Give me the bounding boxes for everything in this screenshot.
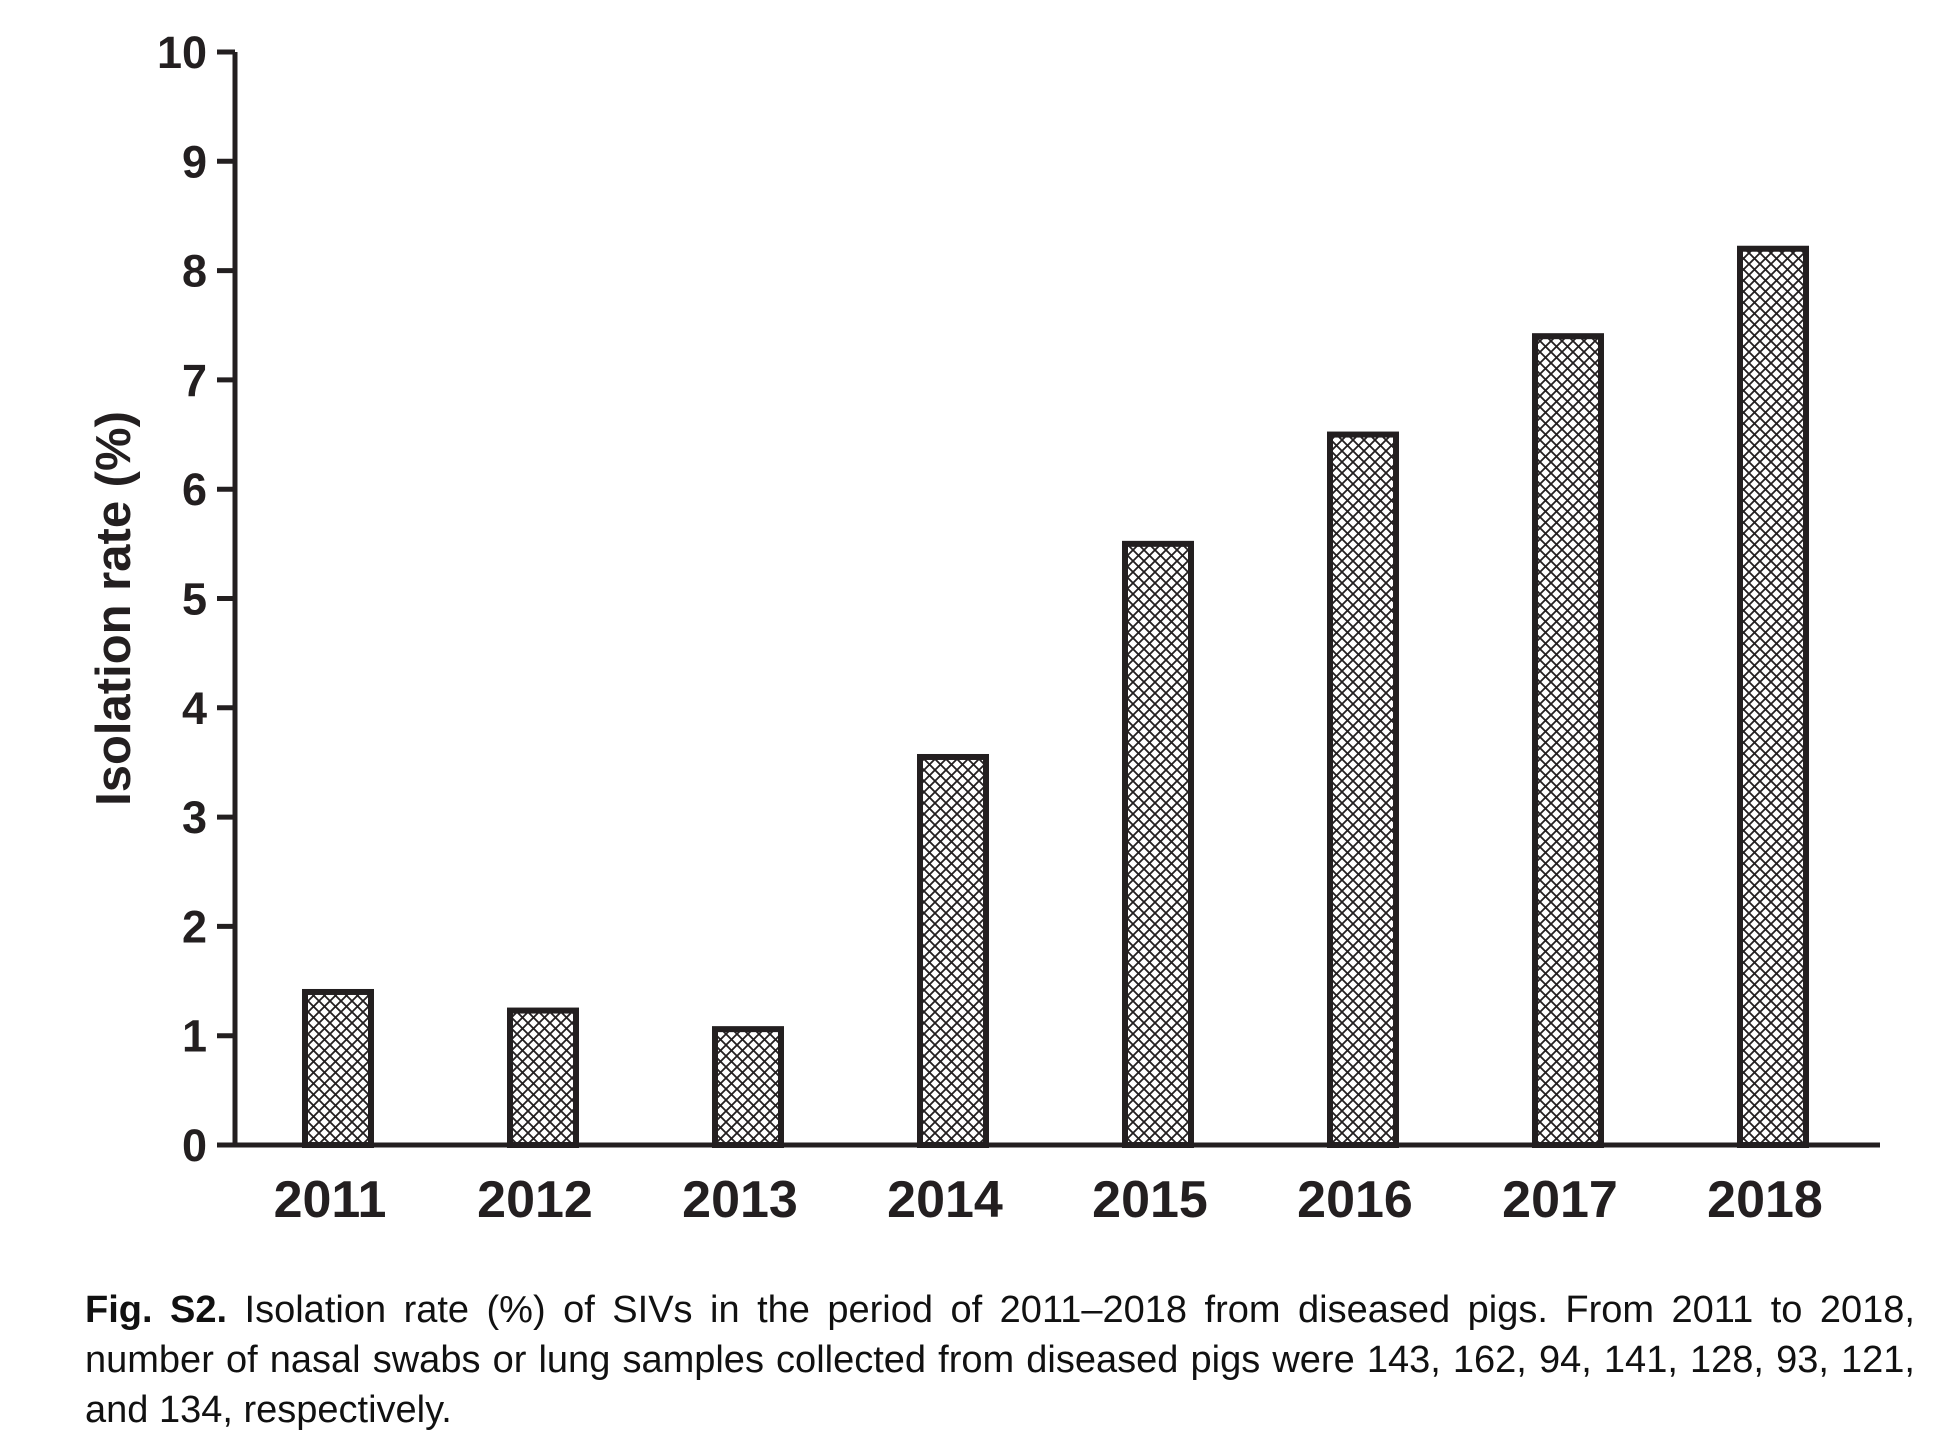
y-tick-label: 10 (157, 27, 207, 78)
y-tick-label: 6 (182, 464, 207, 515)
caption-label: Fig. S2. (85, 1289, 228, 1331)
y-tick-label: 4 (182, 683, 207, 734)
figure-caption: Fig. S2. Isolation rate (%) of SIVs in t… (85, 1285, 1915, 1435)
bar-2017 (1532, 333, 1604, 1148)
x-tick-label-2015: 2015 (1092, 1171, 1208, 1229)
y-tick-label: 5 (182, 574, 207, 625)
x-tick-label-2014: 2014 (887, 1171, 1003, 1229)
bar-2018 (1737, 245, 1809, 1149)
y-tick-label: 2 (182, 901, 207, 952)
y-tick-label: 7 (182, 355, 207, 406)
y-tick-label: 3 (182, 792, 207, 843)
x-tick-label-2017: 2017 (1502, 1171, 1618, 1229)
x-tick-label-2012: 2012 (477, 1171, 593, 1229)
bar-2014 (917, 753, 989, 1148)
x-axis-labels: 2011 2012 2013 2014 2015 2016 2017 2018 (274, 1171, 1823, 1229)
y-tick-label: 1 (182, 1011, 207, 1062)
x-tick-label-2016: 2016 (1297, 1171, 1413, 1229)
bar-2012 (507, 1007, 579, 1148)
y-tick-label: 0 (182, 1120, 207, 1171)
y-axis-ticks: 0 1 2 3 4 5 6 7 8 9 10 (157, 27, 235, 1171)
bar-2016 (1327, 431, 1399, 1148)
x-tick-label-2011: 2011 (274, 1171, 387, 1229)
x-tick-label-2018: 2018 (1707, 1171, 1823, 1229)
y-tick-label: 9 (182, 136, 207, 187)
caption-text: Isolation rate (%) of SIVs in the period… (85, 1289, 1915, 1431)
bar-2013 (712, 1026, 784, 1148)
x-tick-label-2013: 2013 (682, 1171, 798, 1229)
bar-2015 (1122, 540, 1194, 1148)
y-axis-title: Isolation rate (%) (87, 411, 141, 806)
bar-2011 (302, 988, 374, 1148)
y-tick-label: 8 (182, 246, 207, 297)
bars-layer (302, 245, 1809, 1149)
